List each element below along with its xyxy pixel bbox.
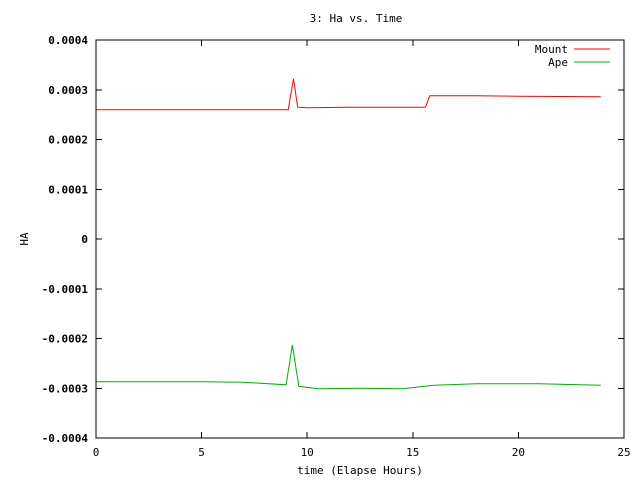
axes: 0 5 10 15 20 25 -0.0004 -0.0003 -0.0002 -0.0001 0 0…	[42, 34, 631, 459]
legend-label-ape: Ape	[548, 56, 568, 69]
plot-area	[96, 78, 601, 390]
y-tick-label: -0.0001	[42, 283, 89, 296]
y-tick-label: 0.0001	[48, 183, 88, 196]
chart-title: 3: Ha vs. Time	[310, 12, 403, 25]
y-tick-label: -0.0002	[42, 333, 88, 346]
y-axis-label: HA	[18, 232, 31, 246]
y-tick-label: 0.0002	[48, 134, 88, 147]
x-axis-label: time (Elapse Hours)	[297, 464, 423, 477]
y-tick-label: -0.0003	[42, 382, 88, 395]
y-tick-label: 0	[81, 233, 88, 246]
y-tick-label: 0.0004	[48, 34, 88, 47]
x-tick-label: 15	[406, 446, 419, 459]
series-line-ape	[96, 344, 601, 390]
x-tick-label: 0	[93, 446, 100, 459]
x-tick-label: 10	[301, 446, 314, 459]
y-tick-label: -0.0004	[42, 432, 89, 445]
x-tick-label: 5	[198, 446, 205, 459]
legend-label-mount: Mount	[535, 43, 568, 56]
series-line-mount	[96, 78, 601, 111]
x-tick-label: 25	[617, 446, 630, 459]
plot-frame	[95, 39, 625, 439]
x-tick-label: 20	[512, 446, 525, 459]
y-tick-label: 0.0003	[48, 84, 88, 97]
